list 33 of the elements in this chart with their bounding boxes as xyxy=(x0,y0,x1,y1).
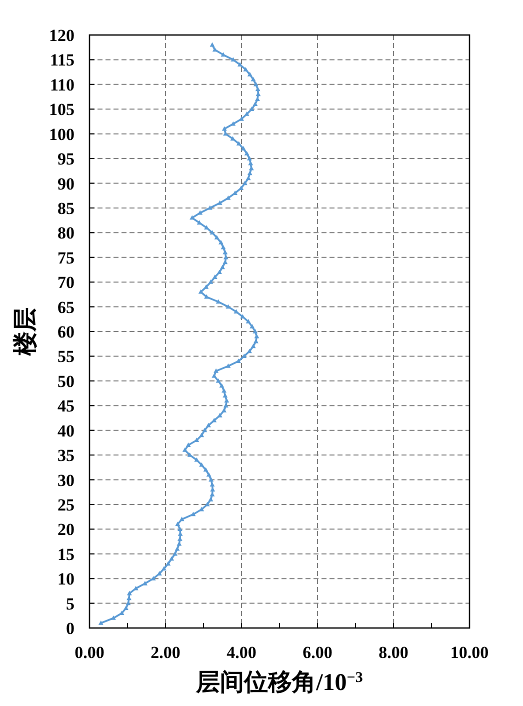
y-tick-label: 75 xyxy=(58,248,74,267)
y-tick-label: 55 xyxy=(58,346,74,366)
y-tick-label: 10 xyxy=(58,569,74,588)
y-tick-label: 0 xyxy=(66,618,74,638)
y-tick-label: 120 xyxy=(49,26,74,44)
y-tick-label: 40 xyxy=(58,420,74,440)
y-tick-label: 60 xyxy=(58,322,74,341)
x-tick-label: 8.00 xyxy=(378,643,408,662)
x-tick-label: 2.00 xyxy=(150,643,180,662)
y-tick-label: 115 xyxy=(50,50,74,70)
y-tick-label: 30 xyxy=(58,470,74,490)
y-tick-label: 5 xyxy=(66,594,74,613)
y-tick-label: 90 xyxy=(58,174,74,193)
y-tick-label: 20 xyxy=(58,520,74,539)
y-tick-label: 45 xyxy=(58,396,74,416)
y-tick-label: 110 xyxy=(50,74,74,94)
y-tick-label: 15 xyxy=(58,544,74,564)
y-tick-label: 95 xyxy=(58,149,74,168)
y-tick-label: 25 xyxy=(58,494,74,514)
x-tick-label: 6.00 xyxy=(302,643,332,662)
y-tick-label: 35 xyxy=(58,446,74,465)
y-tick-label: 100 xyxy=(49,124,74,144)
y-tick-label: 80 xyxy=(58,223,74,242)
y-tick-label: 70 xyxy=(58,272,74,292)
x-axis-title: 层间位移角/10$^{−3}$ xyxy=(196,670,363,696)
y-tick-label: 105 xyxy=(49,100,74,119)
x-tick-label: 4.00 xyxy=(226,643,256,662)
y-tick-label: 65 xyxy=(58,297,74,316)
y-tick-label: 50 xyxy=(58,371,74,390)
x-tick-label: 10.00 xyxy=(450,643,489,662)
x-tick-label: 0.00 xyxy=(74,643,104,662)
y-axis-title: 楼层 xyxy=(13,308,39,356)
y-tick-label: 85 xyxy=(58,198,74,218)
